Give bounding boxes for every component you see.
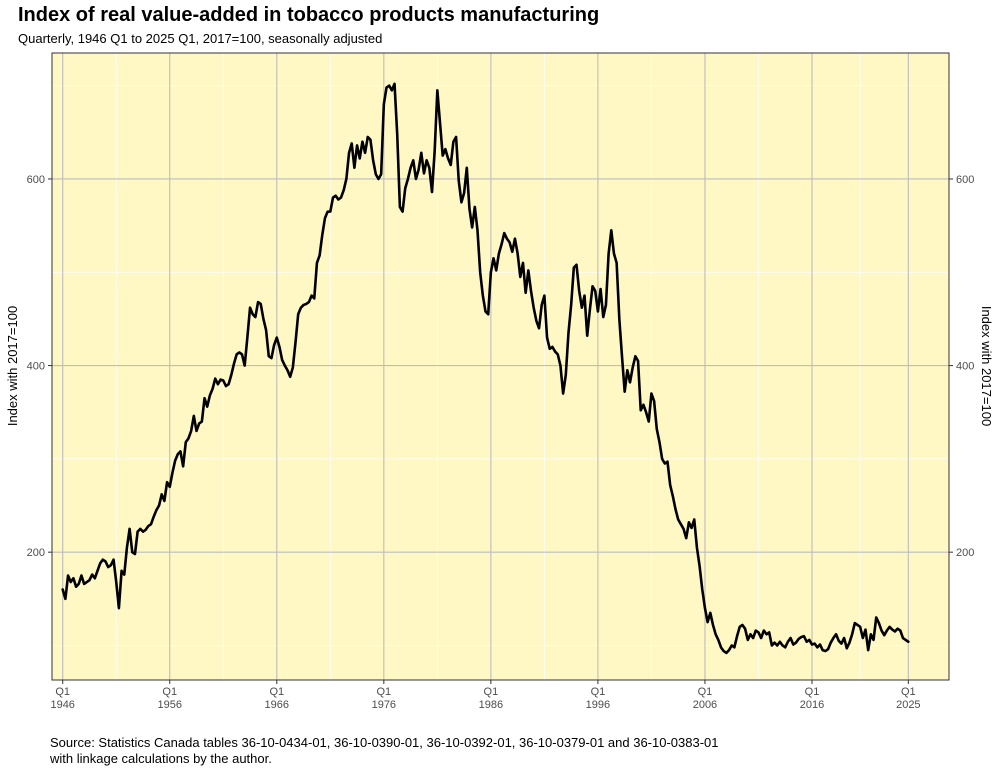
x-tick-label-quarter: Q1 [269, 686, 284, 698]
y-axis-left: 200 400 600 [27, 174, 52, 559]
grid-major [52, 53, 949, 680]
x-tick-label-year: 1996 [586, 699, 610, 711]
source-note: Source: Statistics Canada tables 36-10-0… [50, 735, 719, 767]
source-note-line-1: Source: Statistics Canada tables 36-10-0… [50, 735, 719, 750]
x-tick-label-year: 1976 [372, 699, 396, 711]
x-tick-label-year: 2025 [896, 699, 920, 711]
x-tick-label-year: 2016 [800, 699, 824, 711]
y-axis-title-left: Index with 2017=100 [5, 306, 20, 426]
x-tick-label-year: 1966 [265, 699, 289, 711]
x-tick-label-quarter: Q1 [698, 686, 713, 698]
chart-title: Index of real value-added in tobacco pro… [18, 4, 600, 26]
x-tick-label-quarter: Q1 [376, 686, 391, 698]
y-tick-label-left: 200 [27, 547, 45, 559]
x-tick-label-quarter: Q1 [901, 686, 916, 698]
y-tick-label-right: 200 [956, 547, 974, 559]
y-tick-label-left: 600 [27, 174, 45, 186]
source-note-line-2: with linkage calculations by the author. [50, 751, 272, 766]
x-tick-label-quarter: Q1 [805, 686, 820, 698]
series-line [61, 82, 910, 655]
x-tick-label-quarter: Q1 [484, 686, 499, 698]
y-axis-right: 200 400 600 [949, 174, 974, 559]
x-tick-label-year: 1986 [479, 699, 503, 711]
chart-subtitle: Quarterly, 1946 Q1 to 2025 Q1, 2017=100,… [18, 31, 383, 46]
x-tick-label-year: 2006 [693, 699, 717, 711]
x-tick-label-quarter: Q1 [55, 686, 70, 698]
y-tick-label-right: 600 [956, 174, 974, 186]
y-tick-label-left: 400 [27, 361, 45, 373]
x-tick-label-year: 1946 [50, 699, 74, 711]
y-axis-title-right: Index with 2017=100 [979, 306, 994, 426]
x-tick-label-year: 1956 [158, 699, 182, 711]
plot-border [51, 52, 950, 681]
x-tick-label-quarter: Q1 [162, 686, 177, 698]
x-axis: Q11946Q11956Q11966Q11976Q11986Q11996Q120… [50, 680, 921, 711]
y-tick-label-right: 400 [956, 361, 974, 373]
plot-background [52, 53, 949, 680]
x-tick-label-quarter: Q1 [591, 686, 606, 698]
grid-minor [52, 53, 949, 680]
